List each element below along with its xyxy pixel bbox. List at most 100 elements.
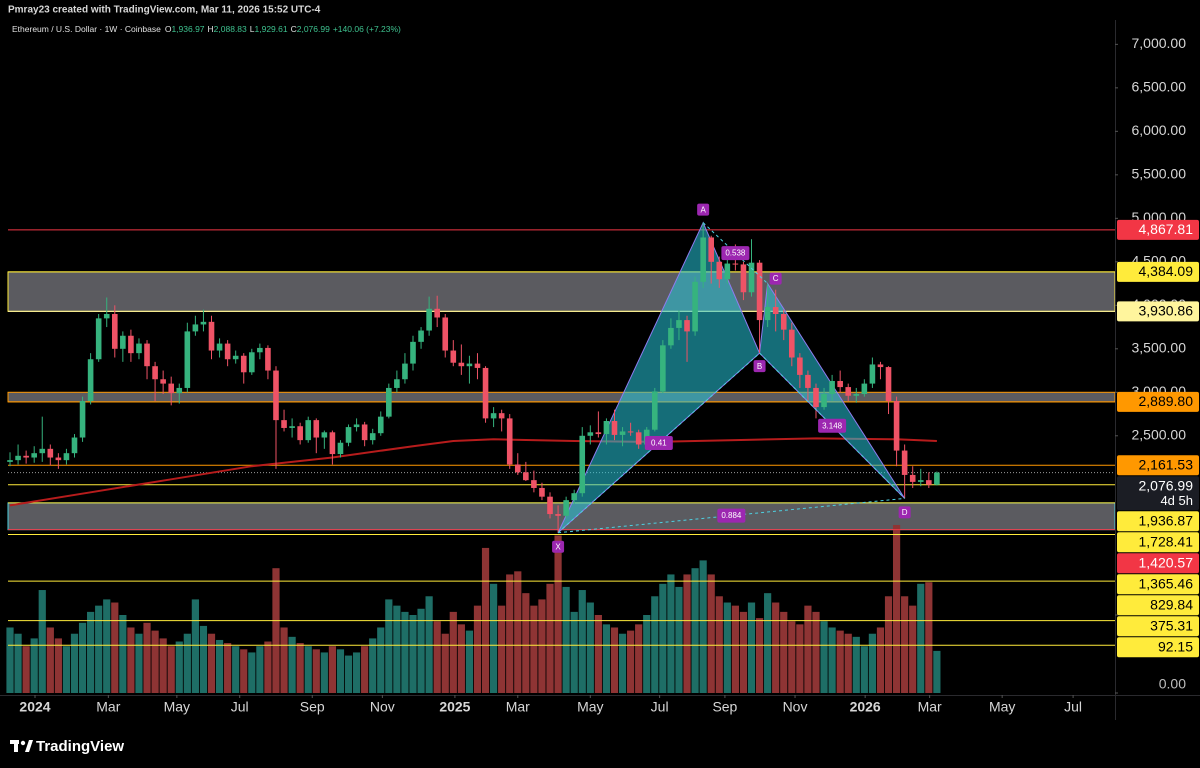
- candle-body: [821, 394, 827, 408]
- volume-bar: [578, 590, 586, 693]
- candle-body: [111, 314, 118, 349]
- volume-bar: [925, 582, 933, 693]
- ohlc-key: O: [165, 24, 172, 34]
- candle-body: [63, 453, 70, 461]
- volume-bar: [868, 633, 877, 693]
- candle-body: [684, 320, 690, 332]
- ohlc-value: 2,076.99: [297, 24, 330, 34]
- price-label-box: [1117, 616, 1199, 637]
- volume-bar: [546, 583, 554, 693]
- volume-bar: [901, 596, 909, 693]
- candle-body: [297, 426, 303, 441]
- price-label-box: [1117, 301, 1199, 322]
- point-box: [697, 203, 710, 216]
- x-tick-label: Jul: [651, 699, 669, 715]
- candle-body: [764, 307, 771, 321]
- volume-bar: [361, 646, 369, 693]
- volume-bar: [796, 624, 804, 693]
- x-tick-label: Mar: [918, 699, 942, 715]
- ohlc-key: C: [291, 24, 297, 34]
- candle-body: [289, 426, 295, 428]
- volume-bar: [22, 646, 30, 693]
- candle-body: [579, 435, 586, 494]
- volume-bar: [312, 649, 320, 693]
- candle-body: [482, 367, 489, 419]
- volume-bar: [594, 615, 602, 693]
- candle-body: [813, 387, 819, 408]
- candle-body: [909, 474, 916, 482]
- candle-body: [321, 432, 328, 438]
- candle-body: [748, 262, 755, 293]
- candle-body: [861, 383, 868, 395]
- x-tick-label: Sep: [300, 699, 325, 715]
- volume-bar: [530, 605, 538, 693]
- volume-bar: [191, 599, 199, 693]
- candle-body: [216, 343, 223, 351]
- candle-body: [87, 359, 94, 401]
- x-tick-label: Nov: [370, 699, 395, 715]
- logo-shape: [25, 740, 33, 752]
- volume-bar: [377, 627, 385, 693]
- volume-bar: [215, 639, 224, 693]
- y-tick-label: 3,500.00: [1132, 340, 1187, 356]
- candle-body: [265, 347, 271, 371]
- candle-body: [79, 400, 86, 438]
- logo-shape: [20, 740, 26, 746]
- volume-bar: [344, 655, 353, 693]
- ratio-label: 0.884: [721, 511, 742, 520]
- volume-tick-label: 0.00: [1159, 676, 1186, 692]
- candle-body: [152, 366, 158, 380]
- x-tick-label: 2024: [19, 699, 50, 715]
- candle-body: [926, 480, 932, 485]
- volume-bar: [514, 571, 522, 693]
- volume-bar: [917, 583, 925, 693]
- candle-body: [885, 367, 892, 401]
- price-label: 1,936.87: [1139, 512, 1194, 528]
- price-label: 1,365.46: [1139, 575, 1194, 591]
- volume-bar: [70, 633, 79, 693]
- candle-body: [136, 343, 142, 354]
- point-label: B: [757, 362, 762, 371]
- candle-body: [531, 480, 537, 488]
- candle-body: [402, 363, 408, 380]
- volume-bar: [538, 599, 546, 693]
- x-tick-label: May: [164, 699, 190, 715]
- volume-bar: [699, 560, 707, 693]
- volume-bar: [627, 630, 635, 693]
- candle-body: [756, 262, 763, 321]
- volume-bar: [522, 593, 530, 693]
- volume-bar: [465, 630, 474, 693]
- credit: Pmray23 created with TradingView.com, Ma…: [8, 5, 321, 16]
- point-box: [769, 272, 782, 285]
- candle-body: [740, 264, 747, 293]
- candle-body: [329, 432, 336, 455]
- volume-bar: [272, 568, 280, 693]
- volume-bar: [425, 596, 433, 693]
- volume-bar: [143, 622, 151, 693]
- candle-body: [619, 431, 626, 435]
- candle-body: [305, 420, 312, 441]
- candle-body: [627, 431, 634, 433]
- volume-bar: [62, 646, 71, 693]
- candle-body: [224, 343, 231, 360]
- zone: [7, 391, 1116, 403]
- x-tick-label: Jul: [231, 699, 249, 715]
- candle-body: [917, 480, 924, 482]
- candle-body: [506, 418, 513, 465]
- ratio-label: 0.538: [725, 249, 746, 258]
- candle-body: [426, 308, 432, 331]
- volume-bar: [95, 605, 103, 693]
- volume-bar: [441, 633, 449, 693]
- candle-body: [539, 487, 545, 497]
- candle-body: [668, 327, 674, 346]
- ohlc-value: 1,929.61: [255, 24, 288, 34]
- volume-bar: [820, 621, 828, 693]
- candle-body: [7, 460, 13, 462]
- price-label-box: [1117, 595, 1199, 616]
- volume-bar: [369, 638, 377, 693]
- candle-body: [232, 355, 239, 360]
- volume-bar: [836, 630, 844, 693]
- candle-body: [257, 347, 263, 353]
- volume-bar: [812, 611, 820, 693]
